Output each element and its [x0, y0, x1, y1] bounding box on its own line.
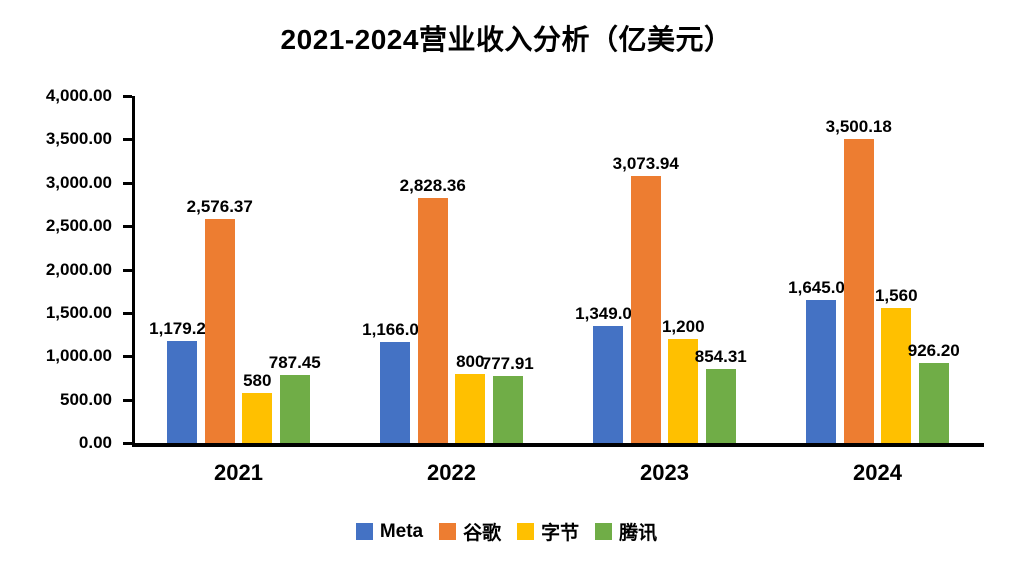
bar-value-label-腾讯-2022: 777.91	[481, 353, 534, 373]
x-category-label-2022: 2022	[427, 460, 476, 485]
legend-label-腾讯: 腾讯	[619, 523, 658, 544]
bar-value-label-字节-2021: 580	[243, 370, 272, 390]
legend-item-字节: 字节	[517, 518, 579, 545]
y-axis-tick	[123, 355, 132, 359]
bar-value-label-字节-2022: 800	[456, 351, 485, 371]
y-axis-tick-label: 1,000.00	[45, 346, 112, 366]
bar-腾讯-2024	[918, 362, 949, 443]
bar-Meta-2022	[380, 341, 411, 443]
bar-Meta-2021	[167, 340, 198, 443]
y-axis-tick-label: 3,500.00	[45, 129, 112, 149]
y-axis-tick-label: 4,000.00	[45, 86, 112, 105]
legend-swatch-谷歌	[439, 523, 457, 540]
bar-谷歌-2023	[630, 176, 661, 443]
y-axis-tick-label: 3,000.00	[45, 172, 112, 192]
y-axis-tick	[123, 268, 132, 272]
y-axis-tick	[123, 442, 132, 445]
y-axis-tick	[123, 138, 132, 142]
y-axis-tick-label: 2,000.00	[45, 259, 112, 279]
x-category-label-2024: 2024	[853, 460, 902, 485]
legend-label-谷歌: 谷歌	[463, 523, 502, 544]
bar-腾讯-2022	[492, 375, 523, 443]
y-axis-tick	[123, 95, 132, 98]
legend-item-腾讯: 腾讯	[595, 518, 657, 545]
bar-value-label-谷歌-2021: 2,576.37	[186, 197, 253, 217]
legend-item-谷歌: 谷歌	[439, 518, 501, 545]
y-axis-line	[132, 96, 135, 446]
legend-label-字节: 字节	[541, 523, 580, 544]
bar-value-label-谷歌-2023: 3,073.94	[612, 154, 679, 174]
y-axis-tick-label: 500.00	[60, 389, 112, 409]
bar-value-label-Meta-2023: 1,349.02	[575, 303, 642, 323]
y-axis-tick-label: 0.00	[78, 433, 112, 452]
bar-value-label-腾讯-2024: 926.20	[907, 340, 960, 360]
bar-谷歌-2021	[204, 219, 235, 443]
bar-value-label-Meta-2022: 1,166.09	[362, 319, 429, 339]
bar-value-label-Meta-2021: 1,179.29	[149, 318, 216, 338]
bar-value-label-腾讯-2021: 787.45	[268, 352, 321, 372]
x-category-label-2023: 2023	[640, 460, 689, 485]
bar-value-label-字节-2024: 1,560	[874, 285, 918, 305]
chart-title: 2021-2024营业收入分析（亿美元）	[280, 24, 733, 55]
legend-swatch-字节	[517, 523, 535, 540]
bar-value-label-字节-2023: 1,200	[661, 316, 705, 336]
bar-value-label-Meta-2024: 1,645.01	[788, 278, 855, 298]
bar-字节-2024	[881, 307, 912, 443]
legend-item-Meta: Meta	[355, 520, 424, 543]
bar-字节-2021	[242, 392, 273, 443]
bar-Meta-2024	[806, 300, 837, 443]
y-axis-tick	[123, 181, 132, 185]
x-category-label-2021: 2021	[214, 460, 263, 485]
bar-Meta-2023	[593, 325, 624, 443]
bar-字节-2022	[455, 373, 486, 443]
bar-腾讯-2021	[279, 374, 310, 443]
legend-swatch-Meta	[355, 523, 373, 540]
bar-value-label-谷歌-2024: 3,500.18	[825, 117, 892, 137]
bar-谷歌-2022	[417, 197, 448, 443]
bar-value-label-腾讯-2023: 854.31	[694, 346, 747, 366]
x-axis-line	[132, 443, 984, 447]
legend-label-Meta: Meta	[379, 520, 424, 542]
legend: Meta 谷歌 字节 腾讯	[0, 518, 1013, 545]
bar-腾讯-2023	[705, 368, 736, 443]
y-axis-tick	[123, 398, 132, 402]
bar-谷歌-2024	[843, 139, 874, 443]
y-axis-tick-label: 2,500.00	[45, 216, 112, 236]
bar-value-label-谷歌-2022: 2,828.36	[399, 175, 466, 195]
y-axis-tick	[123, 225, 132, 229]
legend-swatch-腾讯	[595, 523, 613, 540]
y-axis-tick	[123, 311, 132, 315]
y-axis-tick-label: 1,500.00	[45, 302, 112, 322]
bar-字节-2023	[668, 338, 699, 443]
